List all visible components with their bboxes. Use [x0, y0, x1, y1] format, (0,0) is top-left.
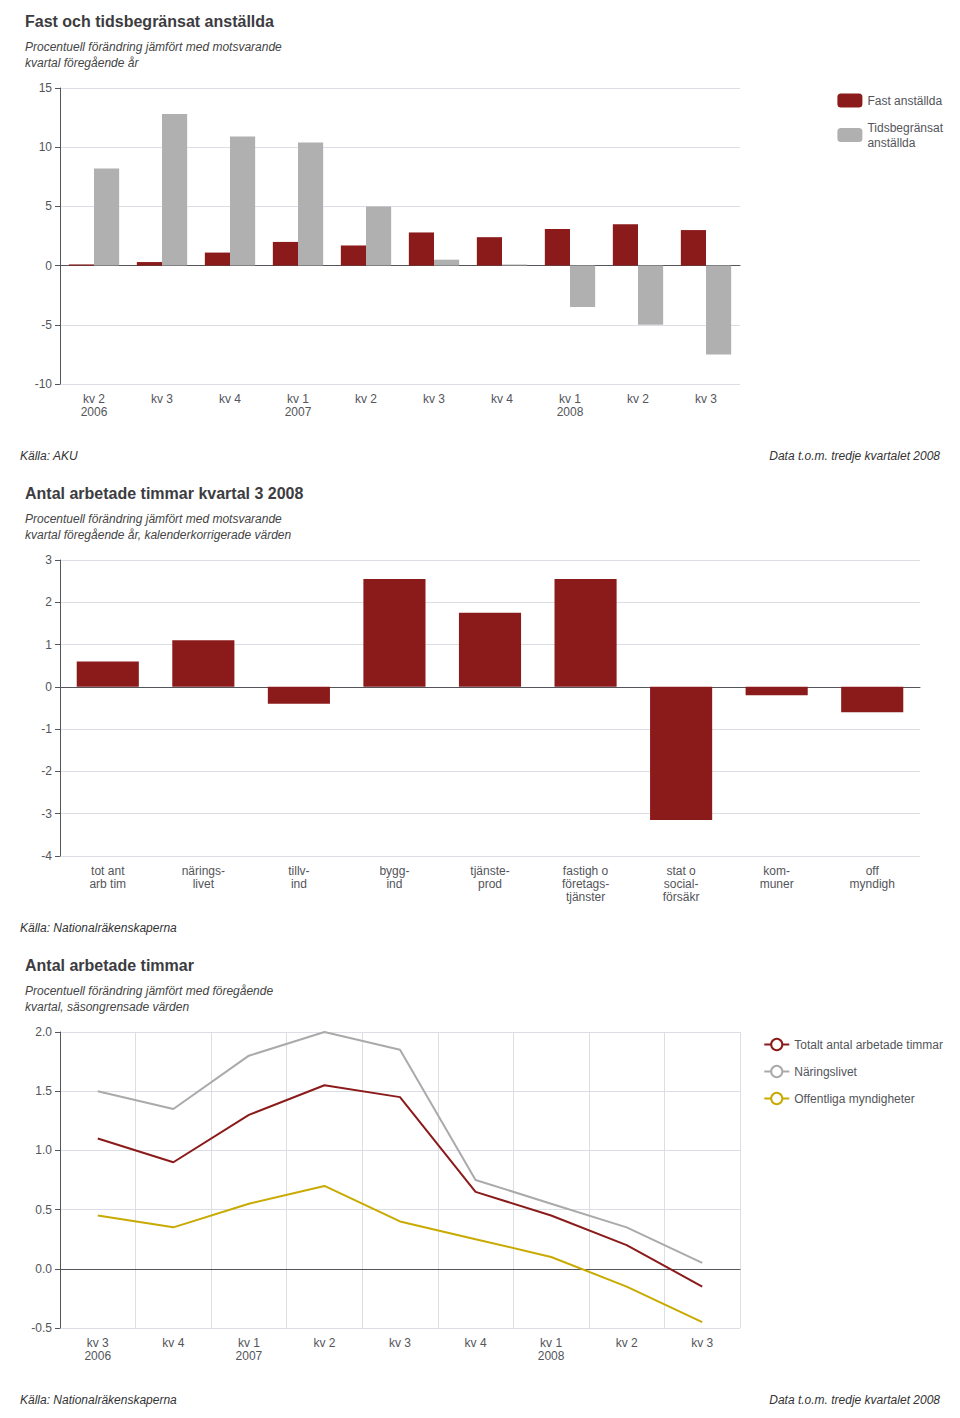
svg-text:tjänster: tjänster	[566, 890, 605, 904]
svg-text:tot ant: tot ant	[91, 864, 125, 878]
svg-text:1.5: 1.5	[35, 1084, 52, 1098]
svg-text:kv 3: kv 3	[87, 1336, 109, 1350]
svg-text:Offentliga myndigheter: Offentliga myndigheter	[794, 1092, 915, 1106]
svg-text:Näringslivet: Näringslivet	[794, 1065, 857, 1079]
svg-text:kom-: kom-	[763, 864, 790, 878]
svg-text:bygg-: bygg-	[379, 864, 409, 878]
svg-text:kv 2: kv 2	[627, 392, 649, 406]
svg-text:2.0: 2.0	[35, 1025, 52, 1039]
svg-text:anställda: anställda	[867, 136, 915, 150]
svg-text:företags-: företags-	[562, 877, 609, 891]
svg-text:kv 4: kv 4	[491, 392, 513, 406]
svg-text:kv 2: kv 2	[83, 392, 105, 406]
svg-text:Procentuell förändring jämfört: Procentuell förändring jämfört med föreg…	[25, 984, 273, 998]
svg-text:social-: social-	[664, 877, 699, 891]
svg-text:0.0: 0.0	[35, 1262, 52, 1276]
svg-text:kv 1: kv 1	[238, 1336, 260, 1350]
svg-text:kv 3: kv 3	[695, 392, 717, 406]
svg-text:tjänste-: tjänste-	[470, 864, 509, 878]
svg-text:tillv-: tillv-	[288, 864, 309, 878]
svg-text:kv 3: kv 3	[389, 1336, 411, 1350]
svg-text:-4: -4	[41, 849, 52, 863]
svg-text:Totalt antal arbetade timmar: Totalt antal arbetade timmar	[794, 1038, 943, 1052]
svg-text:1.0: 1.0	[35, 1143, 52, 1157]
svg-text:Procentuell förändring jämfört: Procentuell förändring jämfört med motsv…	[25, 512, 282, 526]
svg-text:2: 2	[45, 595, 52, 609]
svg-text:Källa: AKU: Källa: AKU	[20, 449, 78, 463]
svg-text:3: 3	[45, 553, 52, 567]
svg-text:-3: -3	[41, 807, 52, 821]
svg-text:Procentuell förändring jämfört: Procentuell förändring jämfört med motsv…	[25, 40, 282, 54]
svg-text:kv 1: kv 1	[287, 392, 309, 406]
svg-text:Källa: Nationalräkenskaperna: Källa: Nationalräkenskaperna	[20, 921, 177, 935]
svg-text:-0.5: -0.5	[31, 1321, 52, 1335]
svg-text:Fast anställda: Fast anställda	[867, 94, 942, 108]
svg-text:2007: 2007	[285, 405, 312, 419]
svg-text:Tidsbegränsat: Tidsbegränsat	[867, 121, 943, 135]
svg-text:muner: muner	[760, 877, 794, 891]
svg-text:prod: prod	[478, 877, 502, 891]
svg-text:2008: 2008	[557, 405, 584, 419]
svg-text:kvartal föregående år, kalende: kvartal föregående år, kalenderkorrigera…	[25, 528, 291, 542]
svg-text:kv 4: kv 4	[465, 1336, 487, 1350]
svg-text:Data t.o.m. tredje kvartalet 2: Data t.o.m. tredje kvartalet 2008	[769, 1393, 940, 1407]
svg-text:kv 2: kv 2	[616, 1336, 638, 1350]
svg-text:kv 1: kv 1	[559, 392, 581, 406]
svg-text:-10: -10	[35, 377, 53, 391]
svg-text:försäkr: försäkr	[663, 890, 700, 904]
svg-text:kv 2: kv 2	[355, 392, 377, 406]
svg-text:kvartal föregående år: kvartal föregående år	[25, 56, 139, 70]
svg-text:-2: -2	[41, 764, 52, 778]
svg-text:2008: 2008	[538, 1349, 565, 1363]
svg-text:2006: 2006	[84, 1349, 111, 1363]
svg-text:-1: -1	[41, 722, 52, 736]
svg-text:Data t.o.m. tredje kvartalet 2: Data t.o.m. tredje kvartalet 2008	[769, 449, 940, 463]
svg-text:2007: 2007	[236, 1349, 263, 1363]
svg-text:kv 2: kv 2	[313, 1336, 335, 1350]
svg-text:kv 3: kv 3	[151, 392, 173, 406]
svg-text:fastigh o: fastigh o	[563, 864, 609, 878]
svg-text:0: 0	[45, 259, 52, 273]
svg-text:Källa: Nationalräkenskaperna: Källa: Nationalräkenskaperna	[20, 1393, 177, 1407]
svg-text:-5: -5	[41, 318, 52, 332]
svg-text:arb tim: arb tim	[89, 877, 126, 891]
svg-text:0: 0	[45, 680, 52, 694]
svg-text:Antal arbetade timmar: Antal arbetade timmar	[25, 957, 194, 974]
svg-text:0.5: 0.5	[35, 1203, 52, 1217]
svg-text:kv 3: kv 3	[423, 392, 445, 406]
svg-text:Antal arbetade timmar kvartal: Antal arbetade timmar kvartal 3 2008	[25, 485, 303, 502]
svg-text:kv 4: kv 4	[162, 1336, 184, 1350]
svg-text:ind: ind	[291, 877, 307, 891]
svg-text:kv 3: kv 3	[691, 1336, 713, 1350]
svg-text:2006: 2006	[81, 405, 108, 419]
svg-text:stat o: stat o	[666, 864, 696, 878]
svg-text:livet: livet	[193, 877, 215, 891]
svg-text:ind: ind	[386, 877, 402, 891]
svg-text:off: off	[866, 864, 880, 878]
svg-text:15: 15	[39, 81, 53, 95]
svg-text:närings-: närings-	[182, 864, 225, 878]
svg-text:Fast och tidsbegränsat anställ: Fast och tidsbegränsat anställda	[25, 13, 274, 30]
svg-text:10: 10	[39, 140, 53, 154]
svg-text:kv 4: kv 4	[219, 392, 241, 406]
svg-text:kvartal, säsongrensade värden: kvartal, säsongrensade värden	[25, 1000, 189, 1014]
svg-text:5: 5	[45, 199, 52, 213]
svg-text:myndigh: myndigh	[850, 877, 895, 891]
svg-text:kv 1: kv 1	[540, 1336, 562, 1350]
svg-text:1: 1	[45, 638, 52, 652]
